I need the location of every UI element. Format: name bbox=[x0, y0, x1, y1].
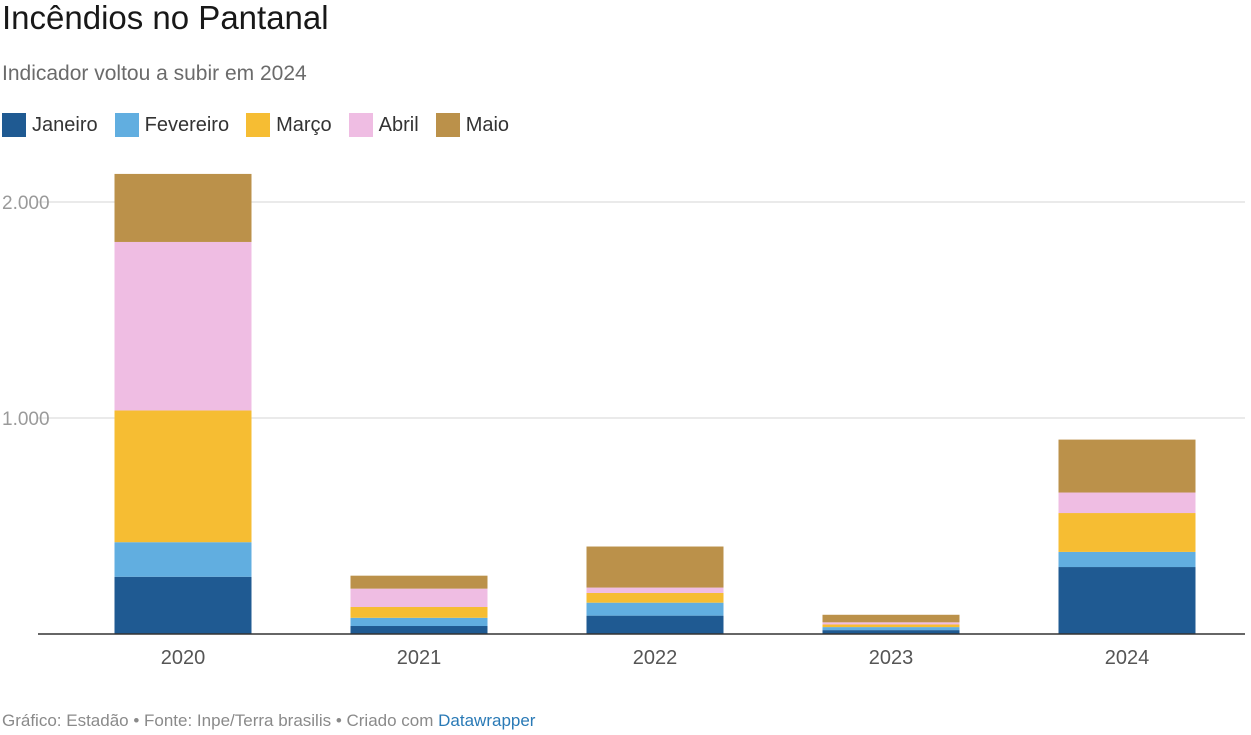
bar-2024-fevereiro bbox=[1058, 551, 1196, 568]
bar-2021-marco bbox=[350, 607, 488, 618]
x-tick-label-2022: 2022 bbox=[633, 647, 678, 669]
y-tick-label-2000: 2.000 bbox=[2, 193, 50, 214]
legend-item-janeiro: Janeiro bbox=[2, 113, 98, 137]
bar-2021-maio bbox=[350, 575, 488, 589]
legend-label-abril: Abril bbox=[378, 114, 419, 136]
bar-2023-maio bbox=[822, 614, 960, 623]
legend-item-maio: Maio bbox=[435, 113, 510, 137]
legend-swatch-marco bbox=[246, 113, 271, 137]
bar-2022-janeiro bbox=[586, 615, 724, 634]
x-tick-label-2024: 2024 bbox=[1105, 647, 1150, 669]
datawrapper-link[interactable]: Datawrapper bbox=[438, 711, 536, 730]
bar-2023-fevereiro bbox=[822, 627, 960, 631]
x-tick-label-2023: 2023 bbox=[869, 647, 914, 669]
bar-2022-marco bbox=[586, 592, 724, 603]
bar-2020-marco bbox=[114, 410, 252, 543]
bar-2020-janeiro bbox=[114, 576, 252, 634]
legend-label-janeiro: Janeiro bbox=[32, 114, 98, 136]
legend: Janeiro Fevereiro Março Abril Maio bbox=[2, 112, 526, 138]
y-tick-label-1000: 1.000 bbox=[2, 409, 50, 430]
x-tick-label-2020: 2020 bbox=[161, 647, 206, 669]
bar-2021-abril bbox=[350, 588, 488, 607]
bar-2022-fevereiro bbox=[586, 602, 724, 616]
legend-swatch-fevereiro bbox=[114, 113, 139, 137]
chart-title: Incêndios no Pantanal bbox=[2, 0, 329, 36]
legend-label-maio: Maio bbox=[465, 114, 510, 136]
legend-swatch-janeiro bbox=[2, 113, 26, 137]
bar-2020-fevereiro bbox=[114, 542, 252, 577]
bar-2020-maio bbox=[114, 173, 252, 242]
legend-label-marco: Março bbox=[276, 114, 332, 136]
bar-2022-maio bbox=[586, 546, 724, 588]
footer-credits: Gráfico: Estadão • Fonte: Inpe/Terra bra… bbox=[2, 711, 439, 730]
bar-2023-abril bbox=[822, 622, 960, 625]
bar-2022-abril bbox=[586, 587, 724, 593]
bar-2023-marco bbox=[822, 624, 960, 628]
x-tick-label-2021: 2021 bbox=[397, 647, 442, 669]
stacked-bar-chart: 1.000 2.000 2020 2021 2022 2023 2024 bbox=[2, 173, 1245, 669]
bar-2024-janeiro bbox=[1058, 567, 1196, 634]
legend-item-marco: Março bbox=[246, 113, 332, 137]
bar-2021-fevereiro bbox=[350, 617, 488, 627]
bar-2023-janeiro bbox=[822, 630, 960, 634]
legend-label-fevereiro: Fevereiro bbox=[144, 114, 230, 136]
bar-2024-marco bbox=[1058, 513, 1196, 552]
bar-2020-abril bbox=[114, 241, 252, 411]
chart-footer: Gráfico: Estadão • Fonte: Inpe/Terra bra… bbox=[2, 710, 535, 732]
legend-swatch-maio bbox=[435, 113, 460, 137]
legend-swatch-abril bbox=[348, 113, 373, 137]
bar-2024-abril bbox=[1058, 492, 1196, 514]
bar-2024-maio bbox=[1058, 439, 1196, 493]
bar-2021-janeiro bbox=[350, 626, 488, 634]
chart-subtitle: Indicador voltou a subir em 2024 bbox=[2, 62, 307, 85]
legend-item-fevereiro: Fevereiro bbox=[114, 113, 230, 137]
legend-item-abril: Abril bbox=[348, 113, 419, 137]
